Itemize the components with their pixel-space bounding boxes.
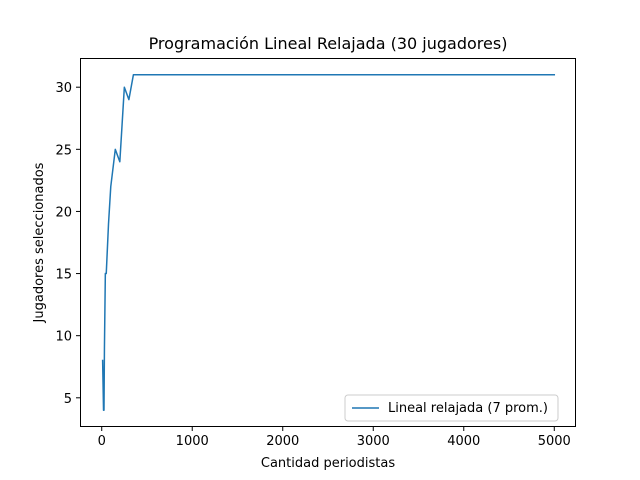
axes-frame [80,58,576,427]
chart-title: Programación Lineal Relajada (30 jugador… [149,34,508,53]
series-line [101,74,556,411]
y-tick-label: 30 [55,81,72,96]
y-tick-label: 20 [55,205,72,220]
x-tick-label: 2000 [266,434,299,449]
y-tick-label: 5 [64,392,72,407]
y-axis-label: Jugadores seleccionados [32,162,47,323]
x-axis-label: Cantidad periodistas [261,456,395,471]
y-tick-label: 15 [55,268,72,283]
legend-label: Lineal relajada (7 prom.) [388,401,548,416]
x-tick-label: 5000 [538,434,571,449]
ticks-layer: 0 1000 2000 3000 4000 5000 5 10 15 20 25 30 [55,81,570,449]
x-tick-label: 4000 [447,434,480,449]
series-layer [101,74,556,411]
legend-box [344,394,559,422]
plot-area: 0 1000 2000 3000 4000 5000 5 10 15 20 25 30 [55,58,576,449]
axes-background [80,58,576,427]
x-tick-label: 1000 [176,434,209,449]
legend: Lineal relajada (7 prom.) [344,394,559,422]
y-tick-label: 10 [55,330,72,345]
x-tick-label: 3000 [357,434,390,449]
y-tick-label: 25 [55,143,72,158]
x-tick-label: 0 [98,434,106,449]
